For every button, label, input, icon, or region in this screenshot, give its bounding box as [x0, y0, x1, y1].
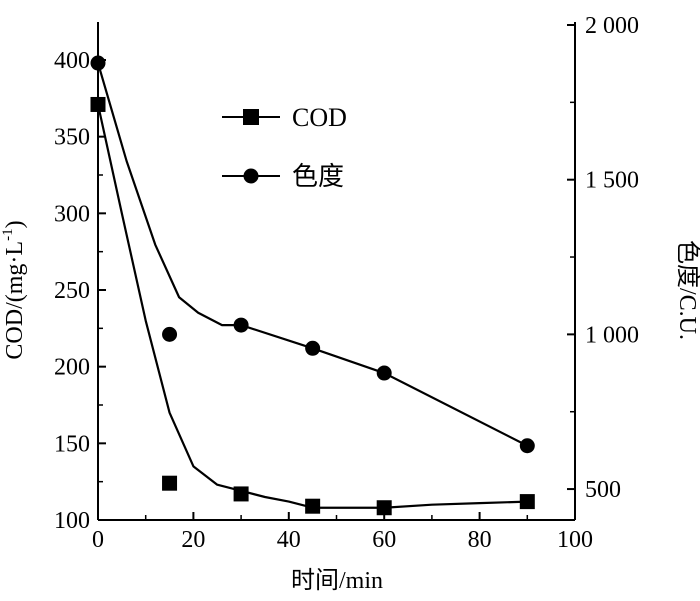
series-color-point: [90, 55, 106, 71]
series-color-point: [233, 317, 249, 333]
legend-color-label: 色度: [292, 162, 344, 191]
left-y-axis-title-sup: -1: [0, 228, 16, 241]
right-y-axis-title: 色度/C.U.: [674, 240, 700, 340]
series-cod-point: [376, 500, 392, 516]
series-cod-line: [96, 104, 528, 509]
x-tick-label: 20: [181, 527, 205, 553]
series-cod-point: [233, 486, 249, 502]
left-y-tick-label: 200: [54, 355, 90, 381]
left-y-axis-title-main: COD/(mg·L: [2, 241, 28, 360]
left-y-tick-label: 350: [54, 125, 90, 151]
x-tick-label: 80: [468, 527, 492, 553]
series-layer: [90, 55, 535, 516]
left-y-tick-label: 300: [54, 201, 90, 227]
legend: COD 色度: [222, 103, 347, 191]
series-cod-point: [519, 494, 535, 510]
legend-color-marker: [243, 168, 259, 184]
left-y-tick-label: 400: [54, 48, 90, 74]
left-y-tick-label: 250: [54, 278, 90, 304]
series-cod-point: [162, 475, 178, 491]
x-tick-label: 0: [92, 527, 104, 553]
left-y-axis-title-close: ): [2, 220, 28, 228]
plot-frame: [97, 22, 576, 521]
x-axis-ticks: 0 20 40 60 80 100: [92, 512, 593, 553]
right-y-axis-ticks: 500 1 000 1 500 2 000: [567, 13, 639, 503]
series-color-point: [305, 340, 321, 356]
right-y-tick-label: 1 000: [585, 322, 639, 348]
series-color-point: [162, 326, 178, 342]
legend-cod-label: COD: [292, 103, 347, 132]
left-y-axis-title: COD/(mg·L-1): [0, 220, 28, 359]
left-y-tick-label: 150: [54, 431, 90, 457]
left-y-tick-label: 100: [54, 508, 90, 534]
right-y-tick-label: 500: [585, 477, 621, 503]
right-y-tick-label: 2 000: [585, 13, 639, 39]
legend-cod-marker: [243, 109, 259, 125]
series-color-point: [376, 365, 392, 381]
series-cod-point: [305, 498, 321, 514]
x-axis-title: 时间/min: [291, 567, 383, 594]
left-y-axis-ticks: 100 150 200 250 300 350 400: [54, 48, 106, 534]
right-y-tick-label: 1 500: [585, 168, 639, 194]
series-color-line: [96, 62, 528, 447]
x-tick-label: 60: [372, 527, 396, 553]
x-tick-label: 40: [277, 527, 301, 553]
series-cod-point: [90, 96, 106, 112]
series-color-point: [519, 438, 535, 454]
x-tick-label: 100: [557, 527, 593, 553]
